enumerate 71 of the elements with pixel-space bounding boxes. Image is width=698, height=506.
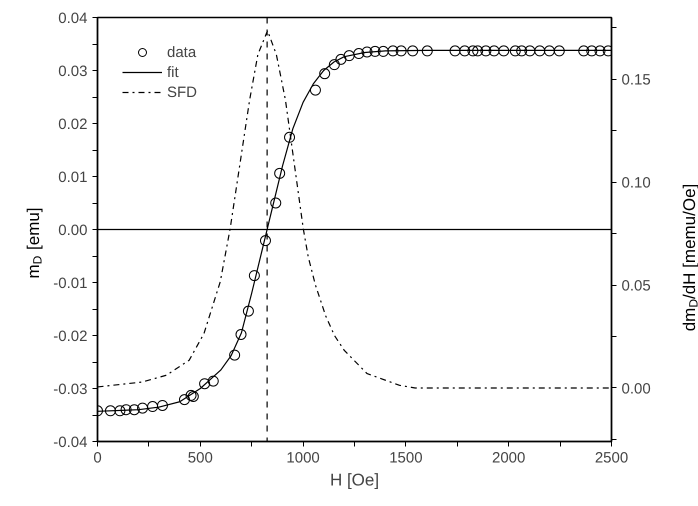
x-axis-title: H [Oe] <box>330 470 380 490</box>
point <box>274 168 286 179</box>
point <box>229 350 240 361</box>
x-tick-label: 1000 <box>286 450 320 466</box>
point <box>248 270 260 282</box>
x-tick-label: 500 <box>188 450 213 466</box>
point <box>534 45 546 56</box>
point <box>407 45 418 56</box>
legend-label: data <box>167 43 196 61</box>
y-tick-label: -0.01 <box>53 275 88 292</box>
y-tick-label: 0.01 <box>58 169 88 186</box>
point <box>498 45 510 56</box>
point <box>344 50 355 62</box>
point <box>370 46 381 57</box>
point <box>208 376 219 387</box>
y-tick-label: 0.02 <box>58 116 88 133</box>
point <box>156 400 168 411</box>
x-tick-label: 0 <box>93 450 102 466</box>
y-tick-label: 0.04 <box>58 10 88 27</box>
point <box>242 306 254 317</box>
y2-tick-label: 0.05 <box>622 278 651 295</box>
y-tick-label: 0.00 <box>58 222 88 239</box>
legend-label: fit <box>167 63 180 81</box>
y2-tick-label: 0.10 <box>622 174 651 192</box>
point <box>396 45 407 56</box>
point <box>378 46 389 57</box>
point <box>353 48 364 60</box>
point <box>147 401 158 412</box>
point <box>524 45 536 56</box>
point <box>236 328 247 340</box>
point <box>488 45 500 56</box>
point <box>578 45 590 56</box>
point <box>120 404 132 416</box>
point <box>199 378 210 390</box>
y-axis-title: mD [emu] <box>24 207 44 279</box>
point <box>422 45 433 56</box>
point <box>516 45 528 56</box>
x-tick-label: 2500 <box>594 450 628 466</box>
legend-label: SFD <box>167 83 197 101</box>
x-tick-label: 2000 <box>492 450 526 466</box>
point <box>114 405 126 416</box>
point <box>284 132 296 143</box>
point <box>362 46 373 58</box>
point <box>310 84 321 96</box>
point <box>319 68 330 80</box>
point <box>328 59 340 70</box>
point <box>510 45 521 56</box>
point <box>586 45 598 56</box>
point <box>459 45 470 56</box>
point <box>137 402 148 414</box>
point <box>480 45 492 56</box>
y-tick-label: -0.02 <box>53 328 88 345</box>
point <box>467 45 478 56</box>
y-tick-label: -0.04 <box>53 434 88 451</box>
point <box>554 45 565 56</box>
point <box>594 45 606 56</box>
y-tick-label: -0.03 <box>53 381 88 398</box>
y2-tick-label: 0.00 <box>622 380 651 398</box>
point <box>335 54 346 65</box>
point <box>472 45 484 56</box>
point <box>178 394 190 406</box>
point <box>544 45 555 56</box>
x-tick-label: 1500 <box>389 450 423 466</box>
y2-tick-label: 0.15 <box>622 72 651 89</box>
point <box>450 45 461 56</box>
point <box>270 198 282 208</box>
point <box>128 404 140 416</box>
point <box>260 235 271 246</box>
point <box>104 405 116 416</box>
y-tick-label: 0.03 <box>58 63 88 80</box>
point <box>387 45 398 56</box>
